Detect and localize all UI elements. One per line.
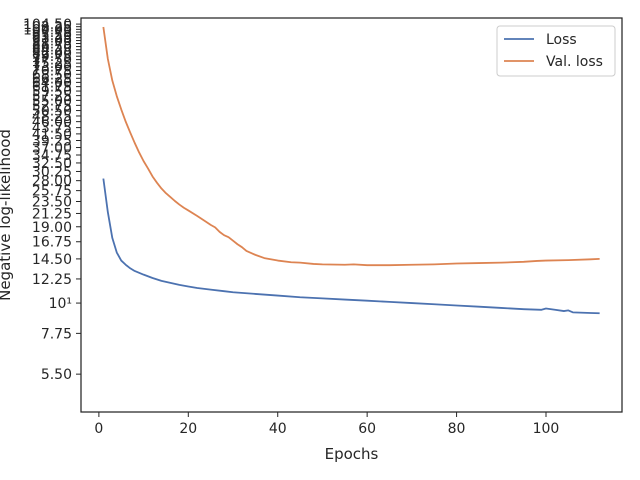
y-tick-label: 14.50 [32,252,72,268]
y-tick-label: 66.25 [32,71,72,87]
y-tick-label: 50.50 [32,104,72,120]
y-tick-label: 97.75 [32,25,72,41]
y-tick-label: 23.50 [32,194,72,210]
y-tick-label: 16.75 [32,235,72,251]
y-tick-label: 95.50 [32,28,72,44]
y-tick-label: 86.50 [32,40,72,56]
y-tick-label: 68.50 [32,67,72,83]
y-tick-label: 88.75 [32,37,72,53]
y-tick-label: 25.75 [32,184,72,200]
y-tick-label: 30.25 [32,164,72,180]
y-tick-label: 61.75 [32,80,72,96]
y-tick-label: 43.75 [32,121,72,137]
y-tick-label: 37.00 [32,141,72,157]
series-line-loss [102,178,600,315]
y-tick-label: 34.75 [32,148,72,164]
y-tick-label: 41.50 [32,127,72,143]
y-tick-label: 21.25 [32,206,72,222]
y-tick-label: 75.25 [32,56,72,72]
y-tick-label: 7.75 [41,326,72,342]
legend-label-val-loss: Val. loss [546,54,603,70]
series-line-val-loss [102,26,600,267]
y-tick-label: 102.25 [23,20,72,36]
x-axis-ticks: 0 20 40 60 80 100 [94,412,559,437]
y-tick-label: 77.50 [32,53,72,69]
x-tick-label: 60 [358,421,376,437]
x-tick-label: 100 [533,421,560,437]
y-tick-label: 91.00 [32,34,72,50]
y-tick-label: 82.00 [32,46,72,62]
x-tick-label: 80 [448,421,466,437]
y-tick-label: 10¹ [49,296,72,312]
y-tick-label: 39.25 [32,134,72,150]
y-tick-label: 93.25 [32,31,72,47]
y-tick-label: 84.25 [32,43,72,59]
y-tick-label: 104.50 [23,17,72,33]
y-tick-label: 55.00 [32,93,72,109]
y-tick-label: 70.75 [32,63,72,79]
y-tick-label: 12.25 [32,272,72,288]
y-tick-label: 32.50 [32,156,72,172]
y-tick-label: 52.75 [32,98,72,114]
x-tick-label: 0 [94,421,103,437]
y-tick-label: 48.25 [32,109,72,125]
series-lines [102,26,600,315]
y-tick-label: 79.75 [32,49,72,65]
x-tick-label: 20 [179,421,197,437]
y-tick-label: 73.00 [32,60,72,76]
x-axis-label: Epochs [325,445,379,463]
y-tick-label: 5.50 [41,367,72,383]
x-tick-label: 40 [269,421,287,437]
y-axis-ticks: 5.50 7.75 10¹ 12.25 14.5016.7519.0021.2523.5… [23,17,81,383]
y-tick-label: 19.00 [32,220,72,236]
y-axis-label: Negative log-likelihood [0,129,14,301]
legend-label-loss: Loss [546,32,577,48]
y-tick-label: 64.00 [32,75,72,91]
y-tick-label: 100.00 [23,22,72,38]
y-tick-label: 46.00 [32,115,72,131]
plot-frame [80,17,623,413]
y-tick-label: 57.25 [32,89,72,105]
y-tick-label: 28.00 [32,174,72,190]
y-tick-label: 59.50 [32,84,72,100]
legend: Loss Val. loss [496,25,616,77]
